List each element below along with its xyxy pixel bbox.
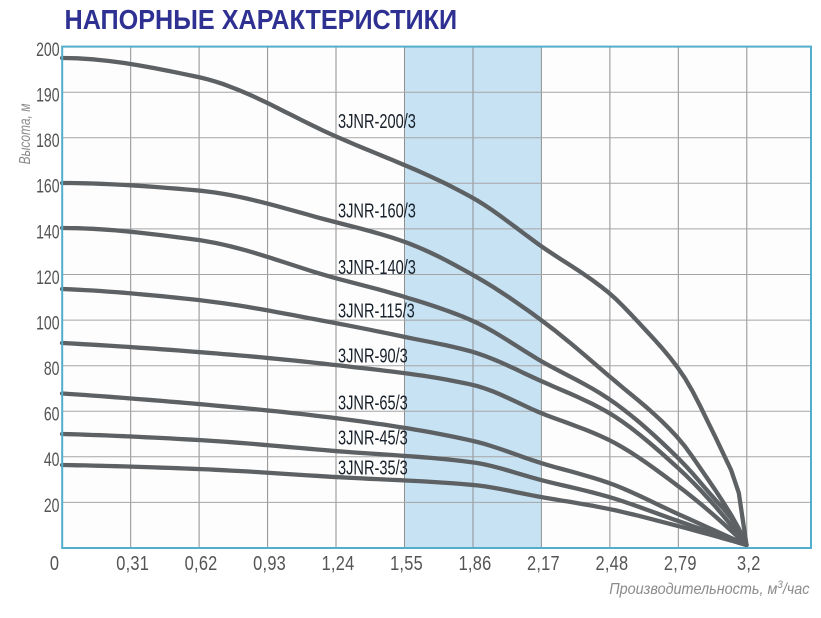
svg-text:60: 60	[44, 403, 60, 425]
svg-text:Производительность, м3/час: Производительность, м3/час	[609, 580, 810, 599]
svg-text:140: 140	[36, 221, 59, 243]
svg-text:1,24: 1,24	[322, 551, 355, 574]
svg-text:0,93: 0,93	[253, 551, 286, 574]
svg-text:100: 100	[36, 312, 59, 334]
svg-text:3JNR-160/3: 3JNR-160/3	[338, 199, 416, 222]
svg-text:3JNR-115/3: 3JNR-115/3	[338, 299, 415, 322]
svg-text:3JNR-65/3: 3JNR-65/3	[338, 391, 408, 414]
svg-text:180: 180	[36, 130, 59, 152]
svg-text:3,2: 3,2	[737, 551, 761, 574]
svg-text:80: 80	[44, 358, 60, 380]
svg-text:160: 160	[36, 175, 59, 197]
svg-text:190: 190	[36, 84, 59, 106]
svg-text:0,31: 0,31	[116, 551, 149, 574]
svg-text:1,55: 1,55	[390, 551, 423, 574]
svg-text:3JNR-35/3: 3JNR-35/3	[338, 456, 408, 479]
svg-text:40: 40	[44, 449, 60, 471]
svg-text:200: 200	[36, 39, 59, 61]
svg-text:Высота, м: Высота, м	[15, 103, 33, 164]
svg-text:3JNR-140/3: 3JNR-140/3	[338, 256, 416, 279]
svg-text:НАПОРНЫЕ ХАРАКТЕРИСТИКИ: НАПОРНЫЕ ХАРАКТЕРИСТИКИ	[65, 4, 458, 36]
svg-text:3JNR-90/3: 3JNR-90/3	[338, 344, 408, 367]
svg-text:3JNR-200/3: 3JNR-200/3	[338, 110, 416, 133]
svg-text:20: 20	[44, 495, 60, 517]
svg-text:0: 0	[50, 551, 59, 574]
svg-text:2,79: 2,79	[664, 551, 697, 574]
svg-text:2,17: 2,17	[527, 551, 560, 574]
svg-text:0,62: 0,62	[185, 551, 218, 574]
svg-text:120: 120	[36, 267, 59, 289]
svg-text:2,48: 2,48	[595, 551, 628, 574]
svg-text:1,86: 1,86	[459, 551, 492, 574]
svg-text:3JNR-45/3: 3JNR-45/3	[338, 426, 408, 449]
